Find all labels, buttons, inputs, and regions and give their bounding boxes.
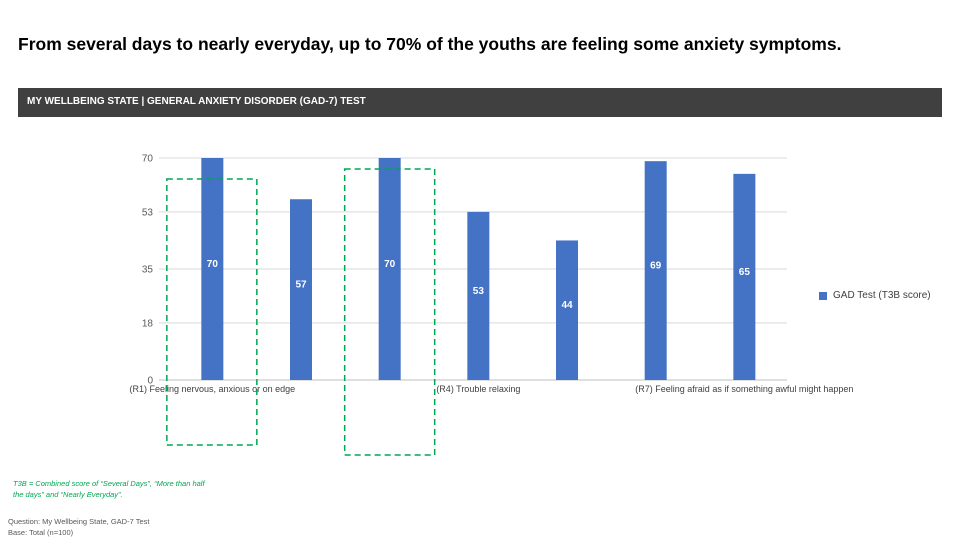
y-tick-label: 53 [142, 207, 154, 218]
page-title: From several days to nearly everyday, up… [18, 34, 842, 54]
category-label: (R1) Feeling nervous, anxious or on edge [130, 384, 296, 394]
bar [467, 211, 490, 380]
bar [378, 158, 401, 380]
data-label: 65 [739, 267, 751, 278]
section-banner: MY WELLBEING STATE | GENERAL ANXIETY DIS… [18, 88, 942, 117]
data-label: 70 [207, 259, 219, 270]
y-tick-label: 18 [142, 318, 154, 329]
legend-label: GAD Test (T3B score) [833, 290, 931, 301]
source-note: Question: My Wellbeing State, GAD-7 Test… [8, 516, 149, 538]
highlight-box [343, 168, 436, 456]
category-label: (R7) Feeling afraid as if something awfu… [635, 384, 853, 394]
footnote: T3B = Combined score of “Several Days”, … [13, 479, 205, 499]
legend-swatch [819, 291, 827, 300]
y-tick-label: 70 [142, 154, 154, 165]
data-label: 53 [473, 286, 485, 297]
category-label: (R4) Trouble relaxing [436, 384, 520, 394]
bar [290, 199, 313, 380]
y-tick-label: 35 [142, 265, 154, 276]
banner-title: MY WELLBEING STATE | GENERAL ANXIETY DIS… [27, 96, 366, 107]
question-text: Question: My Wellbeing State, GAD-7 Test [8, 517, 150, 526]
base-text: Base: Total (n=100) [8, 528, 74, 537]
data-label: 44 [561, 300, 573, 311]
bar [201, 158, 224, 380]
y-tick-label: 0 [147, 376, 153, 387]
data-label: 70 [384, 259, 396, 270]
chart-legend: GAD Test (T3B score) [819, 290, 931, 301]
bar [556, 240, 579, 380]
data-label: 69 [650, 261, 662, 272]
bar [644, 161, 667, 380]
highlight-box [166, 178, 258, 446]
bar [733, 173, 756, 380]
data-label: 57 [295, 280, 307, 291]
